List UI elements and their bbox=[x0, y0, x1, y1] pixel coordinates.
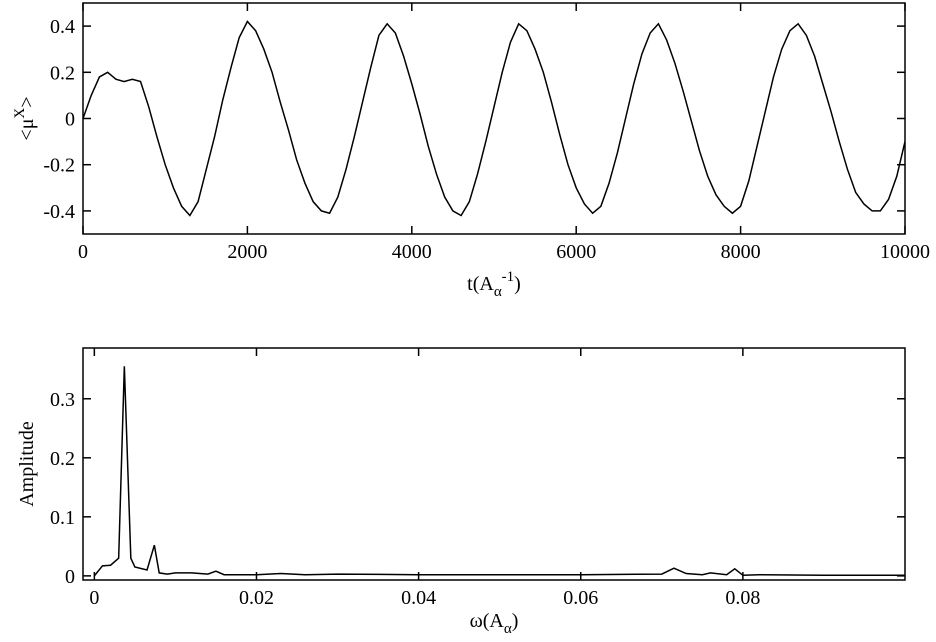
plot-area bbox=[83, 20, 905, 217]
y-tick-label: 0.3 bbox=[50, 389, 75, 411]
plot-area bbox=[93, 366, 905, 577]
data-line bbox=[83, 20, 905, 217]
label-part: Amplitude bbox=[16, 421, 38, 507]
label-part: X bbox=[12, 108, 28, 119]
y-tick-label: 0.4 bbox=[50, 16, 75, 38]
label-part: ω(A bbox=[470, 610, 505, 632]
label-part: -1 bbox=[502, 269, 515, 285]
y-axis-label: <μX> bbox=[12, 96, 38, 140]
y-tick-label: 0.2 bbox=[50, 62, 75, 84]
x-tick-label: 4000 bbox=[392, 241, 432, 263]
x-tick-label: 6000 bbox=[556, 241, 596, 263]
plot: 0 2000 4000 6000 8000 10000 -0.4 -0.2 0 0.2 0.4 t(A… bbox=[12, 2, 930, 300]
label-part: α bbox=[494, 284, 502, 300]
plot-frame bbox=[82, 2, 906, 235]
x-tick-label: 0.02 bbox=[239, 587, 274, 609]
x-axis-label: ω(Aα) bbox=[470, 610, 519, 637]
label-part: α bbox=[504, 621, 512, 637]
x-tick-label: 0 bbox=[78, 241, 88, 263]
plot-frame bbox=[82, 347, 906, 581]
y-tick-label: 0 bbox=[65, 566, 75, 588]
y-axis-label: Amplitude bbox=[16, 421, 38, 507]
x-tick-label: 0.06 bbox=[563, 587, 598, 609]
x-tick-label: 0.08 bbox=[725, 587, 760, 609]
plot: 0 0.02 0.04 0.06 0.08 0 0.1 0.2 0.3 ω(Aα) Amplitud… bbox=[16, 347, 906, 637]
x-tick-label: 8000 bbox=[721, 241, 761, 263]
data-line bbox=[93, 366, 905, 577]
y-tick-label: 0.2 bbox=[50, 448, 75, 470]
x-axis-label: t(Aα-1) bbox=[467, 269, 521, 300]
label-part: > bbox=[16, 96, 38, 107]
x-tick-label: 10000 bbox=[880, 241, 930, 263]
y-tick-label: 0.1 bbox=[50, 507, 75, 529]
label-part: ) bbox=[514, 273, 521, 295]
label-part: t(A bbox=[467, 273, 494, 295]
x-tick-label: 0.04 bbox=[401, 587, 436, 609]
y-tick-label: 0 bbox=[65, 109, 75, 131]
label-part: ) bbox=[512, 610, 519, 632]
x-tick-label: 0 bbox=[89, 587, 99, 609]
label-part: <μ bbox=[16, 119, 38, 141]
y-tick-label: -0.2 bbox=[43, 155, 75, 177]
x-tick-label: 2000 bbox=[227, 241, 267, 263]
y-tick-label: -0.4 bbox=[43, 201, 75, 223]
